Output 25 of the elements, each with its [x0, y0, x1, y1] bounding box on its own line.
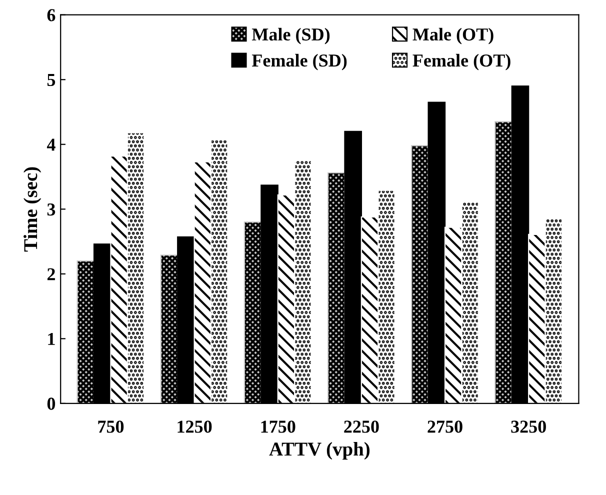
x-tick-label: 2750 — [428, 420, 462, 433]
bar — [160, 254, 178, 404]
bar — [76, 260, 95, 404]
y-tick-label: 4 — [46, 138, 56, 151]
y-axis-title: Time (sec) — [24, 167, 42, 252]
x-tick-label: 750 — [98, 420, 124, 433]
y-tick-label: 5 — [47, 74, 56, 86]
bar — [411, 145, 429, 404]
bar — [494, 121, 512, 404]
x-tick-label: 1750 — [261, 420, 296, 433]
y-tick-label: 0 — [47, 398, 56, 410]
x-axis-title: ATTV (vph) — [269, 442, 370, 460]
x-tick-label: 2250 — [344, 420, 379, 433]
legend-label: Male (SD) — [252, 28, 330, 44]
x-tick-label: 3250 — [511, 420, 546, 433]
x-tick-label: 1250 — [178, 420, 212, 433]
legend-label: Female (OT) — [412, 54, 510, 70]
y-tick-label: 1 — [48, 333, 55, 345]
y-tick-label: 3 — [47, 203, 56, 216]
y-tick-label: 2 — [47, 268, 55, 280]
y-tick-label: 6 — [47, 9, 56, 22]
bar — [327, 172, 346, 404]
legend-label: Male (OT) — [412, 28, 494, 44]
legend-label: Female (SD) — [252, 54, 347, 70]
bar — [244, 222, 262, 404]
